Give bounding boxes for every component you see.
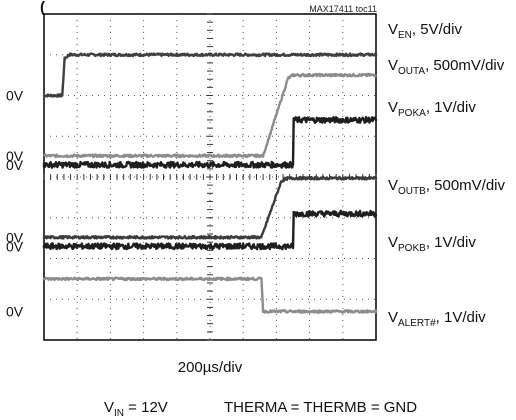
ground-label-0v: 0V xyxy=(6,88,24,104)
label-sub: ALERT# xyxy=(398,318,436,329)
label-main: V xyxy=(388,177,398,194)
x-scale-label: 200µs/div xyxy=(178,359,243,376)
therm-condition: THERMA = THERMB = GND xyxy=(224,399,417,416)
ground-label-0v: 0V xyxy=(6,238,24,254)
label-scale: , 1V/div xyxy=(426,99,477,116)
ground-label-0v: 0V xyxy=(6,303,24,319)
trace-valert xyxy=(42,276,378,314)
trace-vpoka xyxy=(42,115,378,169)
trace-label-en: VEN, 5V/div xyxy=(388,21,462,41)
label-scale: , 500mV/div xyxy=(426,177,506,194)
label-main: V xyxy=(388,21,398,38)
label-scale: , 1V/div xyxy=(436,309,487,326)
ground-label-0v: 0V xyxy=(6,229,24,245)
label-sub: POKA xyxy=(398,108,426,119)
trace-vouta xyxy=(42,72,378,159)
trace-label-outb: VOUTB, 500mV/div xyxy=(388,177,506,197)
trace-voutb xyxy=(42,175,378,240)
label-scale: , 5V/div xyxy=(412,21,463,38)
label-sub: OUTB xyxy=(398,186,426,197)
label-sub: OUTA xyxy=(398,66,425,77)
vin-condition: VIN = 12V xyxy=(104,399,168,419)
trace-label-alert: VALERT#, 1V/div xyxy=(388,309,486,329)
label-main: V xyxy=(388,309,398,326)
vin-rest: = 12V xyxy=(124,399,168,416)
label-scale: , 1V/div xyxy=(426,234,477,251)
label-scale: , 500mV/div xyxy=(425,57,505,74)
label-main: V xyxy=(388,234,398,251)
trace-ven xyxy=(42,52,378,98)
trace-label-pokb: VPOKB, 1V/div xyxy=(388,234,476,254)
ground-label-0v: 0V xyxy=(6,148,24,164)
label-main: V xyxy=(388,99,398,116)
vin-sub: IN xyxy=(114,408,124,419)
traces xyxy=(42,52,378,314)
vin-main: V xyxy=(104,399,114,416)
trace-label-poka: VPOKA, 1V/div xyxy=(388,99,476,119)
chart-title-fragment: ( xyxy=(40,0,45,16)
label-sub: EN xyxy=(398,30,412,41)
trace-label-outa: VOUTA, 500mV/div xyxy=(388,57,505,77)
label-sub: POKB xyxy=(398,243,426,254)
label-main: V xyxy=(388,57,398,74)
figure-id: MAX17411 toc11 xyxy=(309,4,377,14)
trace-vpokb xyxy=(42,209,378,251)
ground-label-0v: 0V xyxy=(6,157,24,173)
